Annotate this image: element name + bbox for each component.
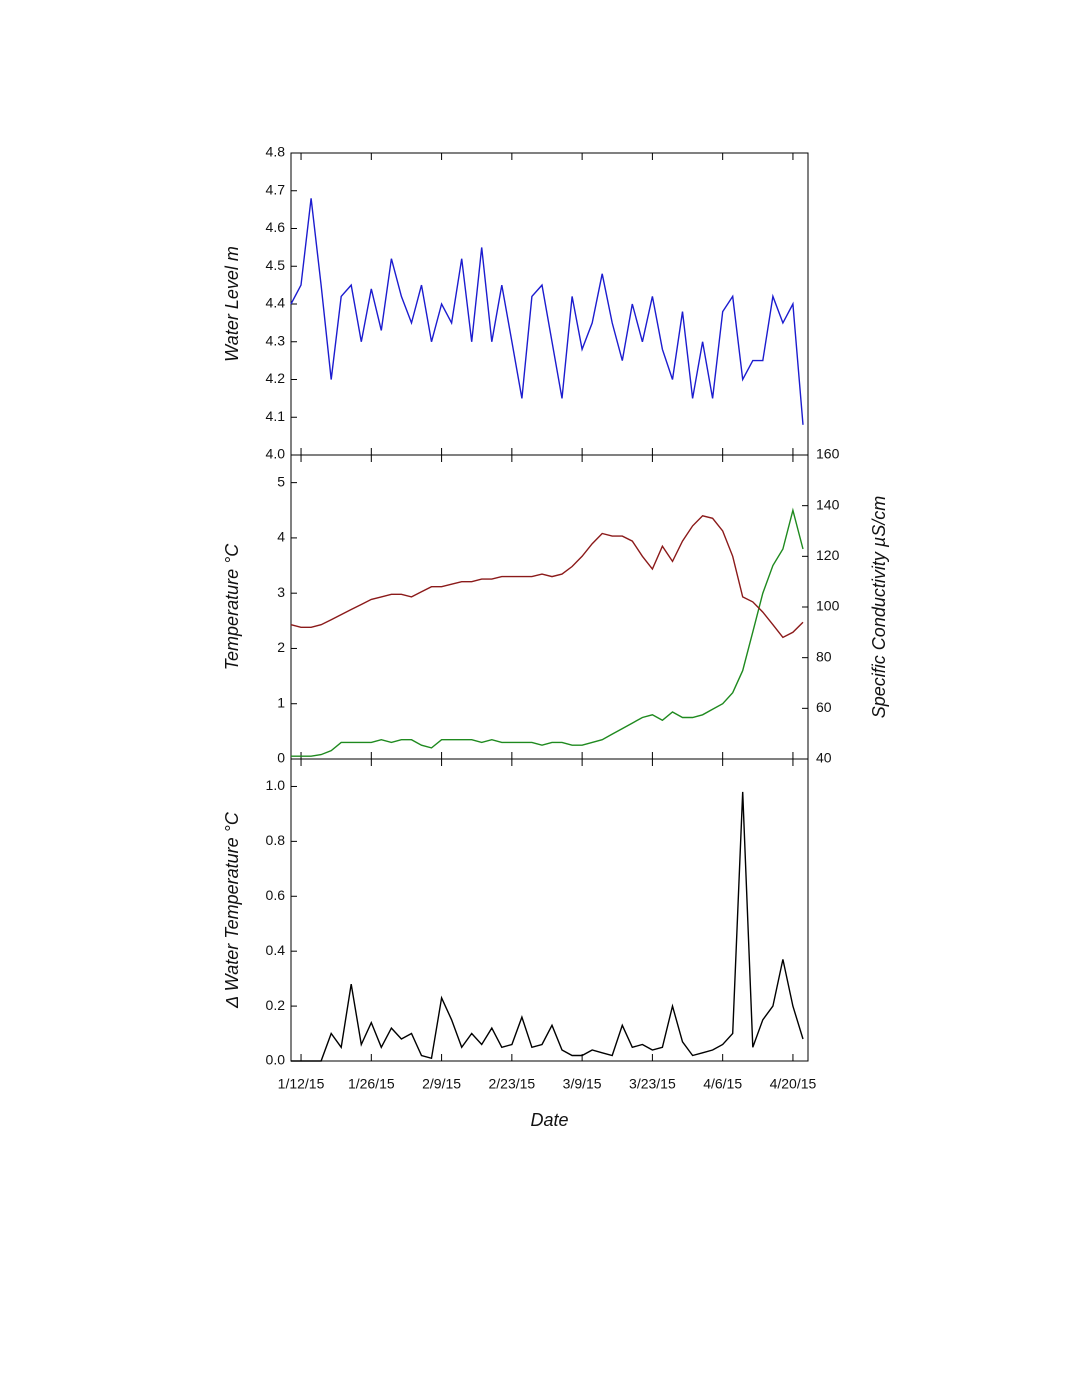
y-tick-label: 5 (277, 473, 285, 489)
y-tick-label: 0.4 (266, 942, 286, 958)
x-tick-label: 2/9/15 (422, 1076, 461, 1092)
y-axis-label: Temperature °C (222, 543, 242, 671)
y-tick-label: 4 (277, 529, 285, 545)
y-tick-label: 4.1 (266, 408, 286, 424)
y2-tick-label: 160 (816, 446, 840, 462)
y-tick-label: 4.4 (266, 295, 286, 311)
y-tick-label: 0 (277, 750, 285, 766)
series-line (290, 515, 804, 639)
y-tick-label: 4.3 (266, 332, 286, 348)
y-tick-label: 3 (277, 584, 285, 600)
x-tick-label: 3/23/15 (629, 1076, 676, 1092)
y-tick-label: 4.8 (266, 144, 286, 160)
y-axis-label: Water Level m (222, 246, 242, 362)
x-axis-label: Date (530, 1110, 568, 1130)
y-tick-label: 0.2 (266, 997, 286, 1013)
series-line (291, 507, 804, 757)
y-tick-label: 0.0 (266, 1052, 286, 1068)
plot-frame (290, 454, 809, 760)
x-tick-label: 4/6/15 (703, 1076, 742, 1092)
y2-tick-label: 60 (816, 699, 832, 715)
y2-tick-label: 80 (816, 648, 832, 664)
x-tick-label: 1/12/15 (278, 1076, 325, 1092)
series-line (290, 198, 804, 425)
y2-tick-label: 100 (816, 598, 840, 614)
y-tick-label: 4.7 (266, 181, 286, 197)
y-tick-label: 1 (277, 694, 285, 710)
y2-tick-label: 40 (816, 750, 832, 766)
y-tick-label: 4.6 (266, 219, 286, 235)
y-tick-label: 2 (277, 639, 285, 655)
y-tick-label: 4.5 (266, 257, 286, 273)
y2-tick-label: 140 (816, 496, 840, 512)
x-tick-label: 1/26/15 (348, 1076, 395, 1092)
y2-axis-label: Specific Conductivity µS/cm (869, 496, 889, 718)
y-tick-label: 0.8 (266, 832, 286, 848)
x-tick-label: 2/23/15 (488, 1076, 535, 1092)
x-tick-label: 3/9/15 (563, 1076, 602, 1092)
y-tick-label: 4.0 (266, 446, 286, 462)
y-tick-label: 4.2 (266, 370, 286, 386)
x-tick-label: 4/20/15 (770, 1076, 817, 1092)
plot-frame (290, 758, 809, 1062)
series-line (291, 791, 804, 1062)
y-tick-label: 1.0 (266, 777, 286, 793)
y-tick-label: 0.6 (266, 887, 286, 903)
y-axis-label: Δ Water Temperature °C (222, 811, 242, 1009)
y2-tick-label: 120 (816, 547, 840, 563)
